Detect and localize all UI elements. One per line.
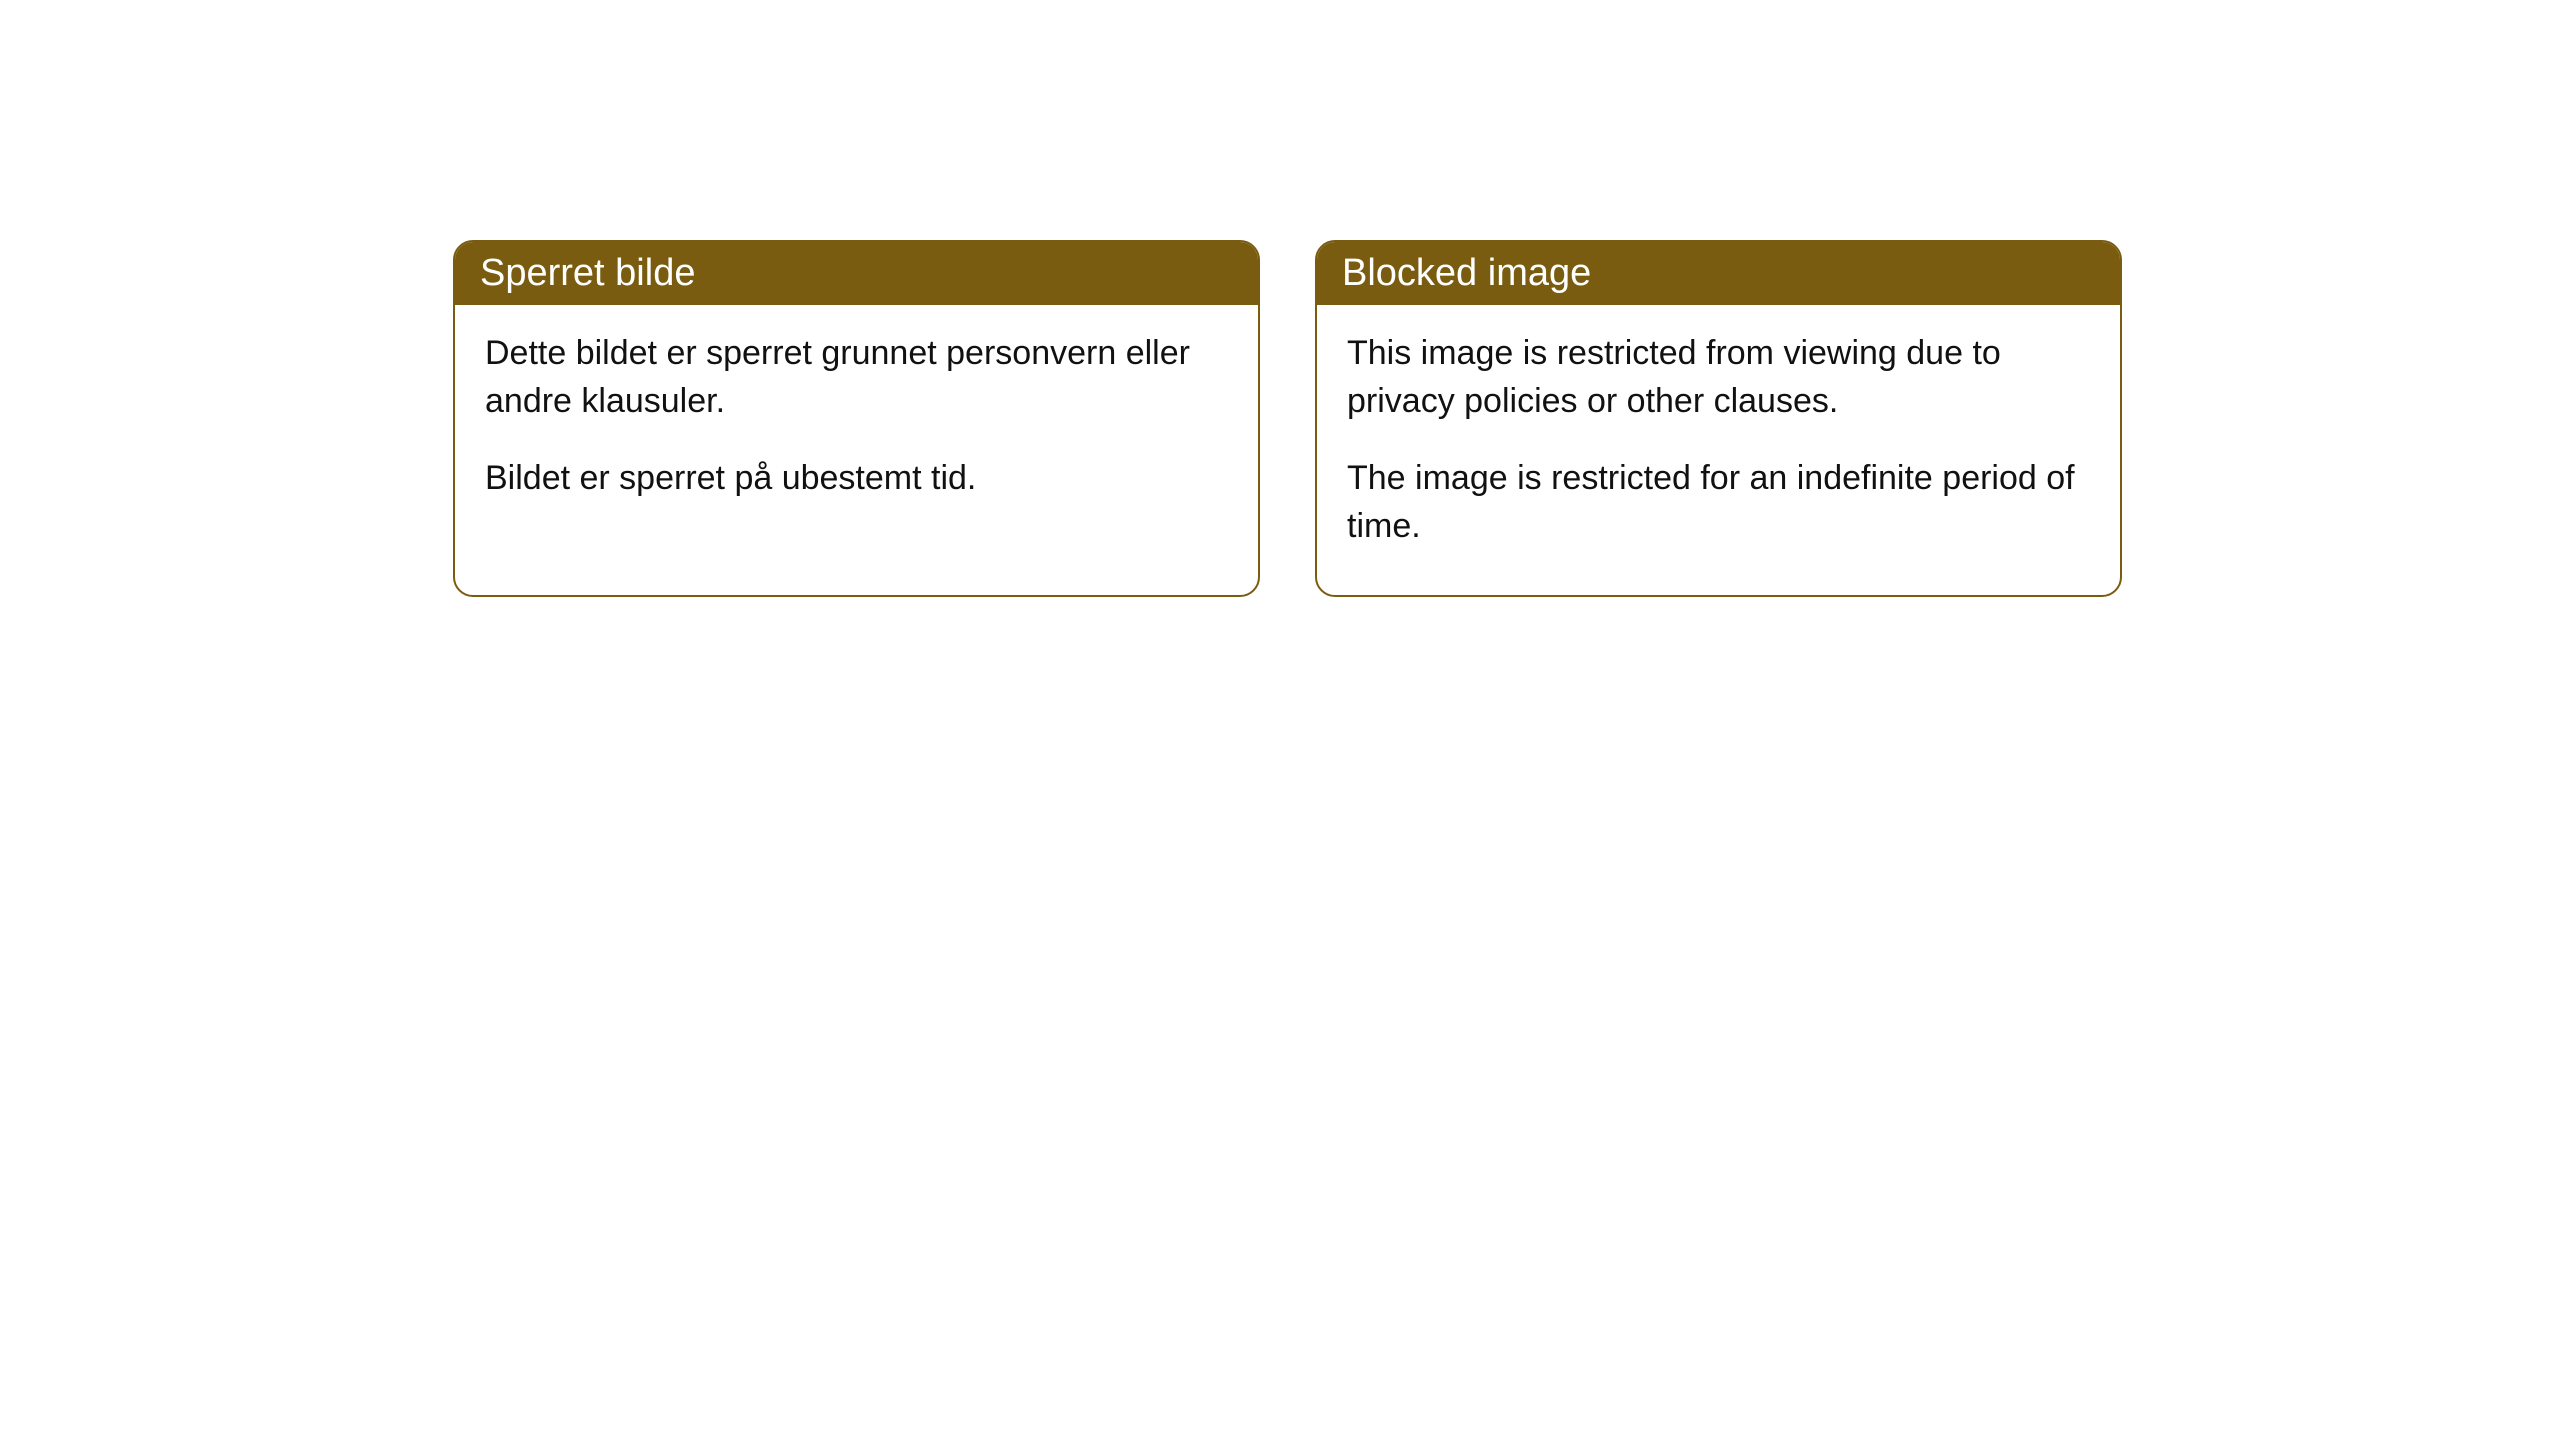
card-body-english: This image is restricted from viewing du… <box>1317 305 2120 595</box>
card-body-norwegian: Dette bildet er sperret grunnet personve… <box>455 305 1258 548</box>
notice-cards-container: Sperret bilde Dette bildet er sperret gr… <box>453 240 2122 597</box>
card-paragraph: The image is restricted for an indefinit… <box>1347 455 2090 550</box>
card-paragraph: Bildet er sperret på ubestemt tid. <box>485 455 1228 503</box>
notice-card-english: Blocked image This image is restricted f… <box>1315 240 2122 597</box>
card-paragraph: This image is restricted from viewing du… <box>1347 330 2090 425</box>
card-header-english: Blocked image <box>1317 242 2120 305</box>
card-header-norwegian: Sperret bilde <box>455 242 1258 305</box>
card-paragraph: Dette bildet er sperret grunnet personve… <box>485 330 1228 425</box>
notice-card-norwegian: Sperret bilde Dette bildet er sperret gr… <box>453 240 1260 597</box>
